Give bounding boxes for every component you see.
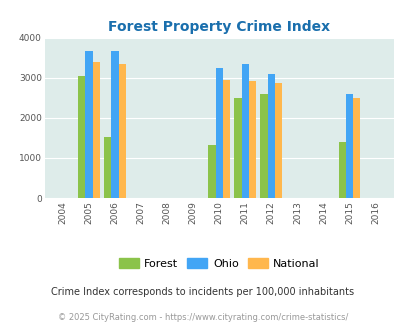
Bar	[104, 137, 111, 198]
Text: Crime Index corresponds to incidents per 100,000 inhabitants: Crime Index corresponds to incidents per…	[51, 287, 354, 297]
Bar	[260, 94, 267, 198]
Bar	[241, 64, 248, 198]
Bar	[111, 51, 118, 198]
Bar	[208, 145, 215, 198]
Bar	[267, 74, 274, 198]
Legend: Forest, Ohio, National: Forest, Ohio, National	[115, 255, 322, 272]
Bar	[352, 98, 360, 198]
Text: © 2025 CityRating.com - https://www.cityrating.com/crime-statistics/: © 2025 CityRating.com - https://www.city…	[58, 313, 347, 322]
Bar	[78, 76, 85, 198]
Bar	[222, 80, 230, 198]
Bar	[92, 62, 100, 198]
Bar	[234, 98, 241, 198]
Bar	[274, 83, 281, 198]
Title: Forest Property Crime Index: Forest Property Crime Index	[108, 20, 330, 34]
Bar	[338, 142, 345, 198]
Bar	[345, 94, 352, 198]
Bar	[118, 64, 126, 198]
Bar	[248, 81, 256, 198]
Bar	[215, 68, 222, 198]
Bar	[85, 51, 92, 198]
